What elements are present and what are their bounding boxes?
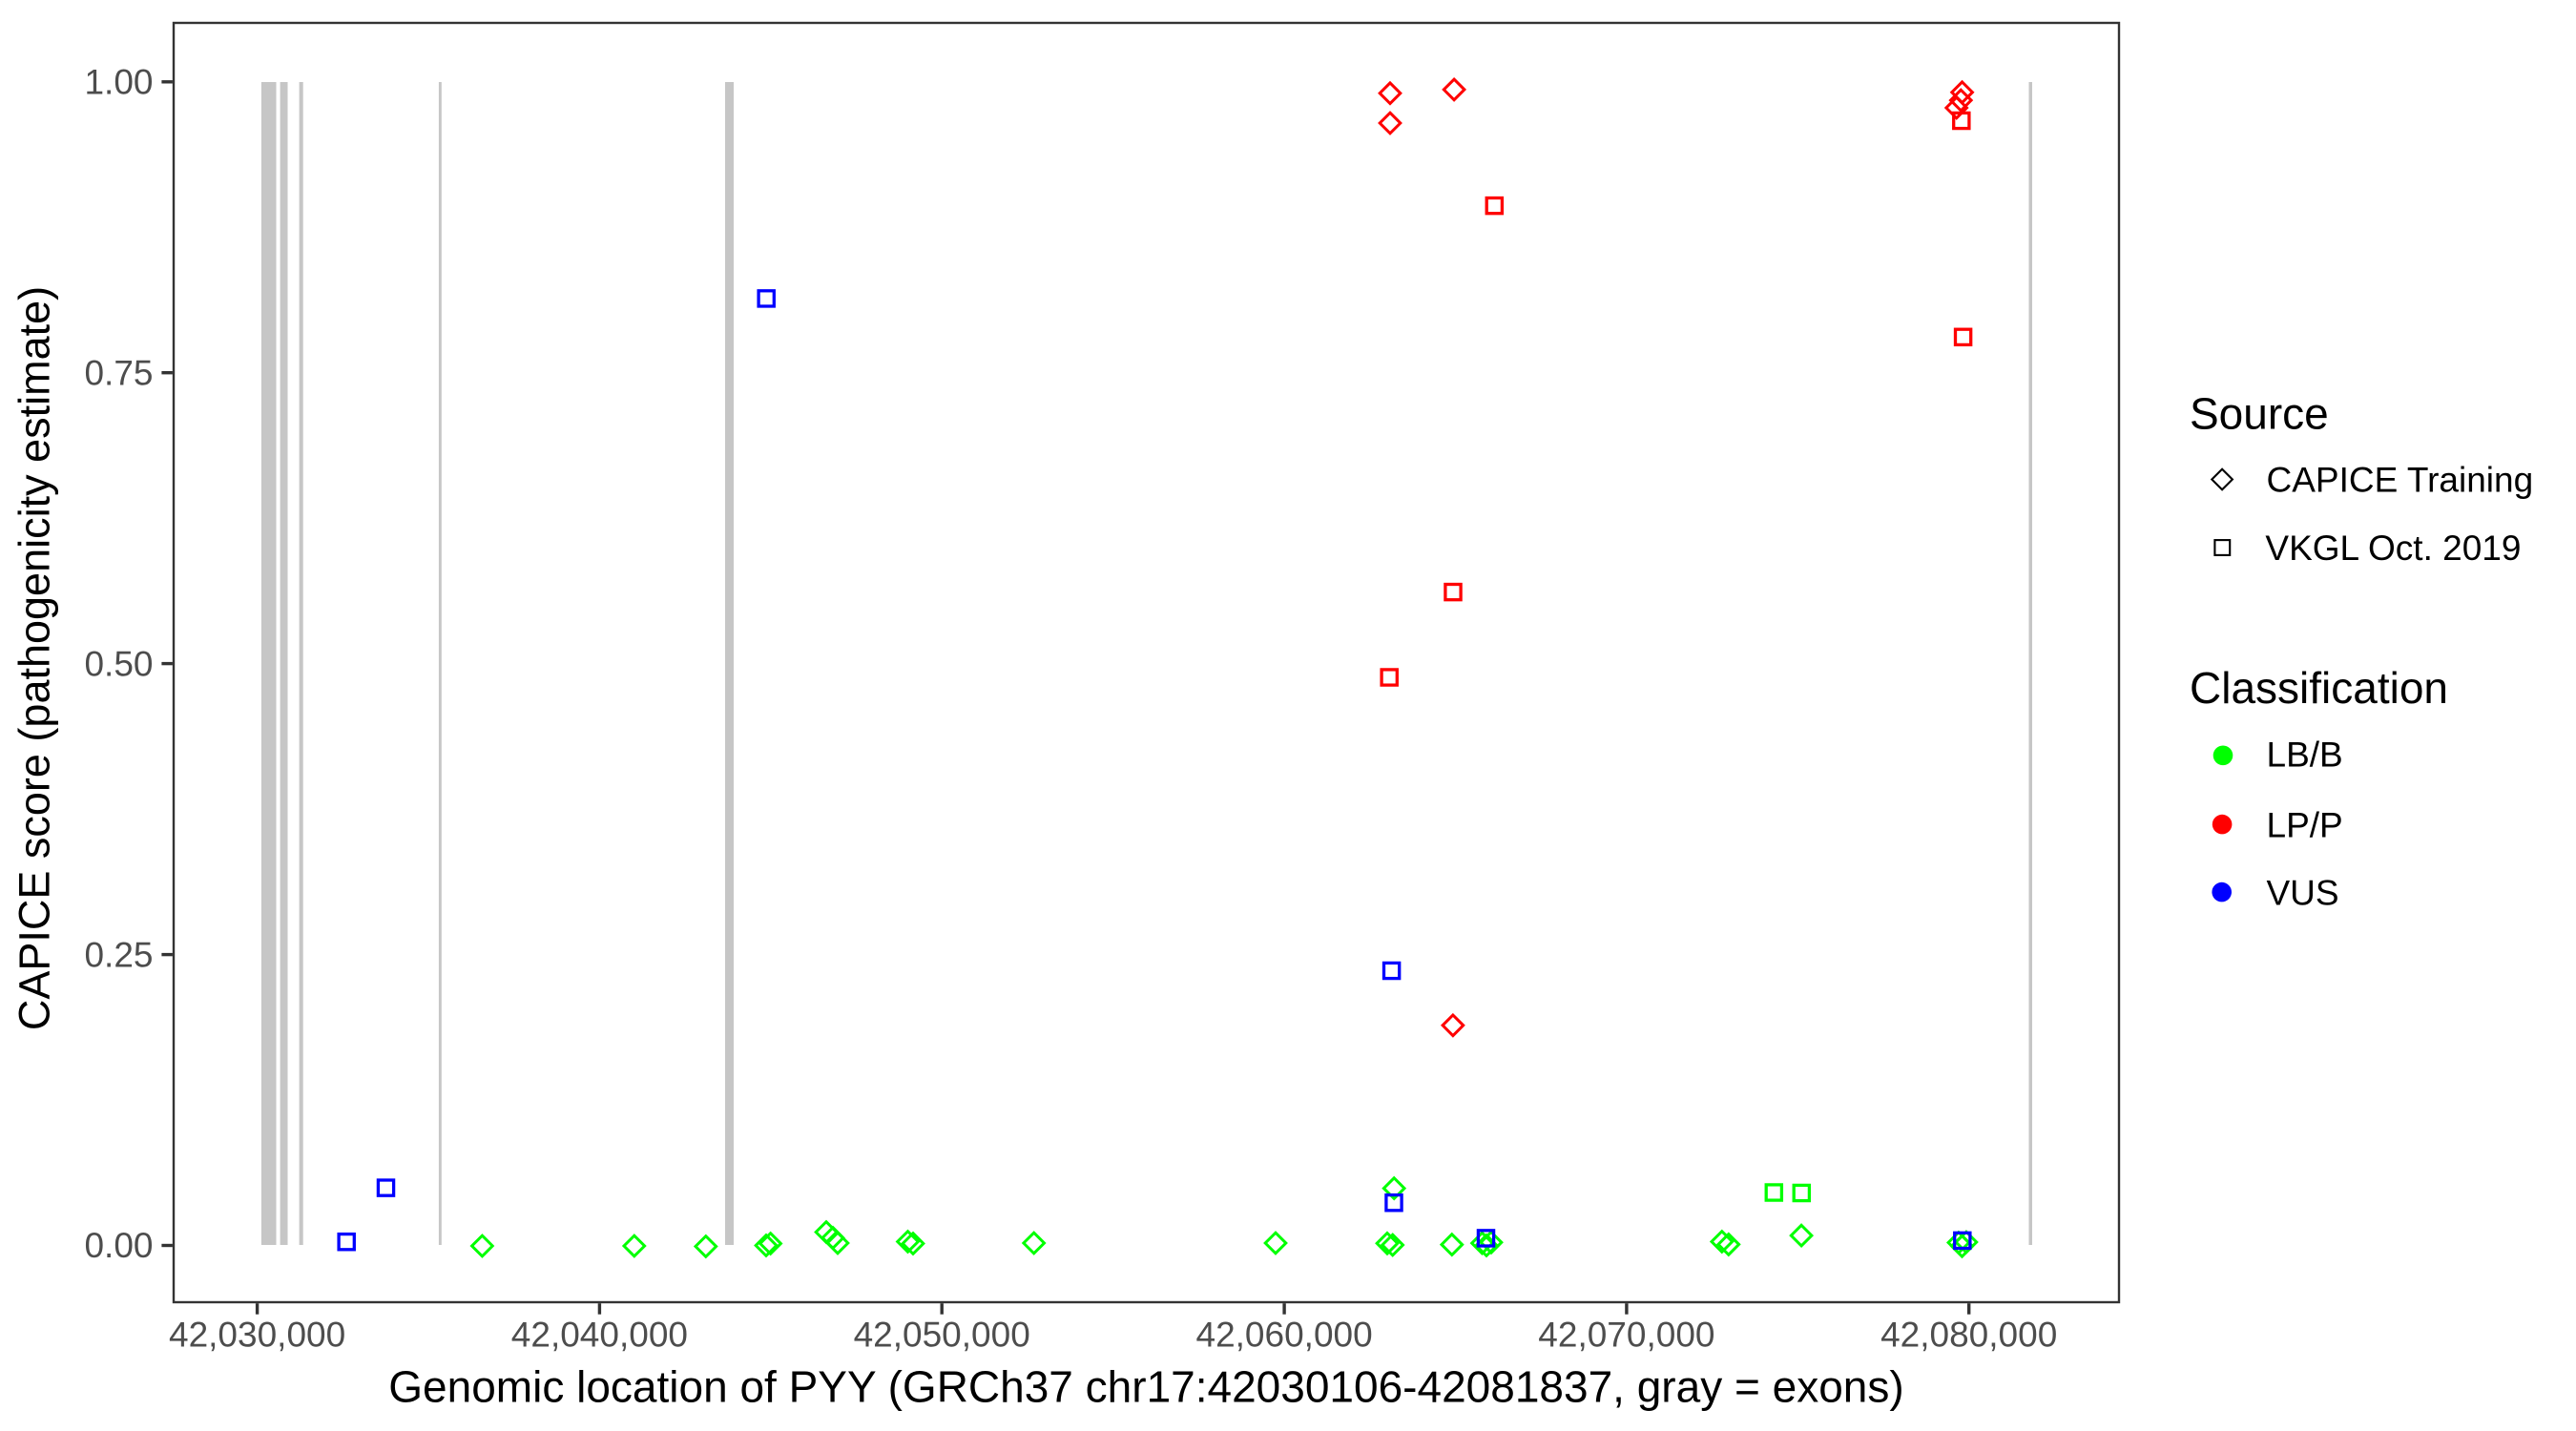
svg-text:0.00: 0.00 [84, 1226, 153, 1265]
svg-text:Classification: Classification [2190, 663, 2448, 713]
svg-text:VKGL Oct. 2019: VKGL Oct. 2019 [2265, 529, 2521, 568]
svg-text:CAPICE Training: CAPICE Training [2267, 461, 2534, 500]
svg-text:42,050,000: 42,050,000 [854, 1315, 1030, 1354]
svg-text:LP/P: LP/P [2267, 805, 2343, 844]
svg-text:Genomic location of PYY (GRCh3: Genomic location of PYY (GRCh37 chr17:42… [388, 1362, 1903, 1412]
svg-text:0.25: 0.25 [84, 935, 153, 974]
svg-text:42,030,000: 42,030,000 [169, 1315, 345, 1354]
svg-text:LB/B: LB/B [2267, 736, 2343, 775]
svg-text:0.50: 0.50 [84, 644, 153, 683]
svg-text:42,080,000: 42,080,000 [1880, 1315, 2057, 1354]
svg-text:42,060,000: 42,060,000 [1196, 1315, 1373, 1354]
svg-text:Source: Source [2190, 389, 2329, 439]
svg-text:42,040,000: 42,040,000 [511, 1315, 688, 1354]
svg-text:CAPICE score (pathogenicity es: CAPICE score (pathogenicity estimate) [10, 286, 59, 1030]
svg-text:1.00: 1.00 [84, 63, 153, 102]
svg-text:VUS: VUS [2267, 873, 2339, 912]
svg-text:42,070,000: 42,070,000 [1538, 1315, 1714, 1354]
svg-text:0.75: 0.75 [84, 353, 153, 392]
